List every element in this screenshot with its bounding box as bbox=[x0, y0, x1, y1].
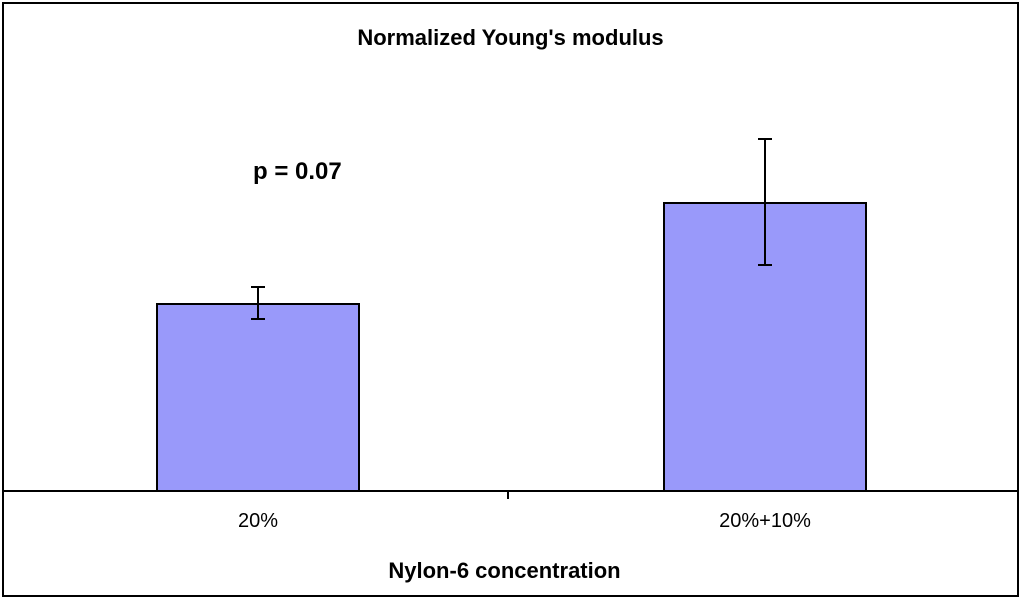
chart-title: Normalized Young's modulus bbox=[357, 25, 664, 50]
x-axis-line bbox=[2, 490, 1019, 492]
error-bar-cap-top-20 bbox=[251, 286, 265, 288]
error-bar-cap-bottom-20 bbox=[251, 318, 265, 320]
p-value-annotation: p = 0.07 bbox=[253, 158, 342, 185]
error-bar-cap-bottom-20-10 bbox=[758, 264, 772, 266]
error-bar-cap-top-20-10 bbox=[758, 138, 772, 140]
x-axis-title: Nylon-6 concentration bbox=[388, 558, 621, 583]
x-axis-center-tick bbox=[507, 492, 509, 499]
x-tick-label-20-plus-10: 20%+10% bbox=[719, 510, 811, 532]
bar-20 bbox=[156, 303, 360, 490]
error-bar-line-20 bbox=[257, 287, 259, 319]
error-bar-line-20-10 bbox=[764, 139, 766, 265]
x-tick-label-20: 20% bbox=[237, 510, 279, 532]
